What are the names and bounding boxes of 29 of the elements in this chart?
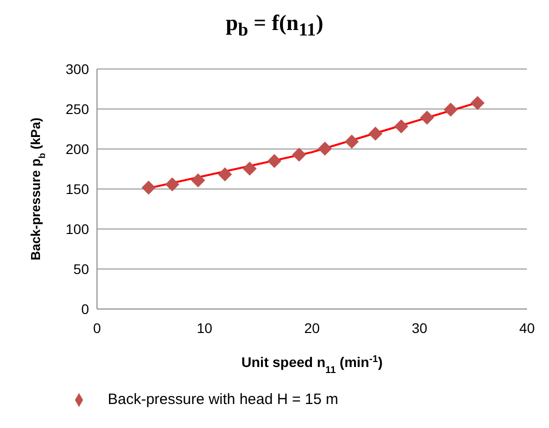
y-tick-label: 150 — [66, 180, 90, 197]
chart-title: p$_{b}$ = f(n$_{11}$) — [224, 10, 324, 40]
x-tick-label: 30 — [412, 320, 428, 336]
x-tick-label: 0 — [93, 320, 102, 336]
y-tick-label: 100 — [66, 220, 90, 237]
point — [218, 167, 232, 182]
y-tick-label: 200 — [66, 140, 90, 157]
point — [368, 126, 382, 141]
legend-label: Back-pressure with head H = 15 m — [108, 391, 338, 408]
point — [394, 119, 408, 134]
point — [292, 148, 306, 162]
y-tick-label: 50 — [73, 260, 90, 277]
x-tick-label: 20 — [304, 320, 320, 336]
point — [470, 96, 485, 110]
point — [420, 110, 434, 125]
point — [242, 162, 257, 176]
x-tick-label: 10 — [196, 320, 212, 336]
x-axis-title: Unit speed n$_{11}$ (min$^{-1}$) — [241, 354, 383, 376]
point — [318, 142, 332, 156]
point — [142, 180, 156, 195]
y-tick-label: 300 — [66, 60, 90, 77]
x-tick-label: 40 — [519, 320, 535, 336]
point — [165, 177, 180, 192]
point — [191, 173, 206, 188]
y-tick-label: 250 — [66, 100, 90, 117]
y-tick-label: 0 — [81, 300, 90, 317]
point — [344, 134, 359, 149]
point — [444, 102, 458, 117]
point — [267, 154, 282, 168]
